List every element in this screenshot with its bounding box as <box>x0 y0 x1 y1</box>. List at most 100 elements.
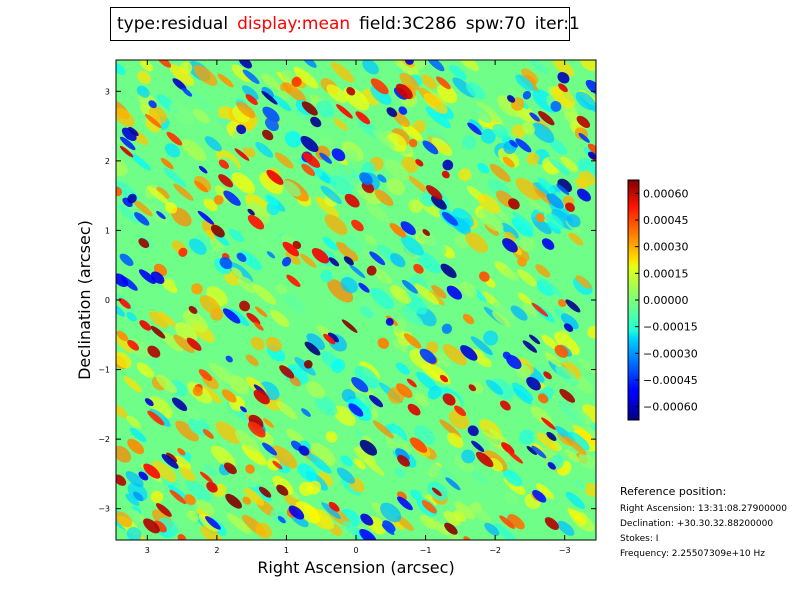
image-pixel-blob <box>522 303 538 317</box>
image-pixel-blob <box>431 487 442 497</box>
image-pixel-blob <box>224 462 237 475</box>
image-pixel-blob <box>119 145 134 158</box>
image-pixel-blob <box>500 222 519 239</box>
image-pixel-blob <box>524 74 537 86</box>
image-pixel-blob <box>581 291 595 304</box>
image-pixel-blob <box>291 104 310 121</box>
image-pixel-blob <box>410 489 422 500</box>
image-pixel-blob <box>306 381 326 399</box>
image-pixel-blob <box>421 500 437 514</box>
image-pixel-blob <box>282 241 300 257</box>
image-pixel-blob <box>477 208 504 232</box>
image-pixel-blob <box>335 241 359 262</box>
image-pixel-blob <box>415 371 439 392</box>
image-pixel-blob <box>423 92 448 114</box>
image-pixel-blob <box>240 406 247 413</box>
image-pixel-blob <box>506 449 524 464</box>
image-pixel-blob <box>397 455 411 467</box>
image-pixel-blob <box>301 101 318 116</box>
image-pixel-blob <box>558 83 568 93</box>
image-pixel-blob <box>561 361 582 380</box>
x-axis-label: Right Ascension (arcsec) <box>257 558 454 577</box>
image-pixel-blob <box>366 265 377 276</box>
image-pixel-blob <box>370 287 394 310</box>
image-pixel-blob <box>263 418 275 428</box>
image-pixel-blob <box>380 502 402 523</box>
image-pixel-blob <box>188 238 207 255</box>
image-pixel-blob <box>359 172 373 186</box>
image-pixel-blob <box>386 177 405 196</box>
image-pixel-blob <box>359 528 377 540</box>
image-pixel-blob <box>197 210 215 225</box>
image-pixel-blob <box>327 279 354 303</box>
image-pixel-blob <box>255 141 274 158</box>
image-pixel-blob <box>541 417 556 430</box>
image-pixel-blob <box>460 281 478 298</box>
x-tick-label: −3 <box>559 546 571 555</box>
y-tick-label: −2 <box>98 435 110 444</box>
image-pixel-blob <box>543 371 552 380</box>
image-pixel-blob <box>326 84 348 103</box>
image-pixel-blob <box>446 285 463 300</box>
image-pixel-blob <box>310 443 336 466</box>
image-pixel-blob <box>582 404 596 425</box>
image-pixel-blob <box>149 310 169 328</box>
image-pixel-blob <box>169 102 194 125</box>
image-pixel-blob <box>526 152 540 166</box>
image-pixel-blob <box>477 162 490 174</box>
image-pixel-blob <box>503 469 523 487</box>
image-pixel-blob <box>272 475 294 495</box>
image-pixel-blob <box>231 172 256 194</box>
image-pixel-blob <box>121 127 137 141</box>
image-pixel-blob <box>344 193 360 208</box>
image-pixel-blob <box>373 129 396 149</box>
image-pixel-blob <box>150 325 166 339</box>
image-pixel-blob <box>436 76 451 90</box>
image-pixel-blob <box>261 73 281 91</box>
image-pixel-blob <box>193 64 218 86</box>
image-pixel-blob <box>117 203 140 224</box>
image-pixel-blob <box>143 463 161 479</box>
image-pixel-blob <box>300 253 317 268</box>
image-pixel-blob <box>467 425 479 437</box>
image-pixel-blob <box>401 307 424 327</box>
image-pixel-blob <box>389 285 411 304</box>
image-pixel-blob <box>359 439 378 456</box>
image-pixel-blob <box>307 452 332 474</box>
image-pixel-blob <box>348 403 364 417</box>
image-pixel-blob <box>390 253 406 268</box>
image-pixel-blob <box>479 271 490 282</box>
image-pixel-blob <box>179 467 196 482</box>
image-pixel-blob <box>414 425 436 445</box>
image-pixel-blob <box>286 428 306 446</box>
title-part-3: spw:70 <box>465 14 526 34</box>
image-pixel-blob <box>448 381 460 391</box>
image-pixel-blob <box>526 446 537 456</box>
image-pixel-blob <box>198 165 208 174</box>
image-pixel-blob <box>401 123 423 142</box>
image-pixel-blob <box>148 100 157 109</box>
image-pixel-blob <box>116 351 132 369</box>
image-pixel-blob <box>360 513 374 526</box>
image-pixel-blob <box>441 211 459 226</box>
image-pixel-blob <box>320 185 342 205</box>
image-pixel-blob <box>325 431 338 443</box>
image-pixel-blob <box>272 95 292 112</box>
image-pixel-blob <box>247 421 266 438</box>
colorbar-tick-label: −0.00030 <box>643 347 698 360</box>
image-pixel-blob <box>188 305 198 314</box>
image-pixel-blob <box>575 275 592 289</box>
image-pixel-blob <box>300 135 319 153</box>
image-pixel-blob <box>319 152 333 164</box>
image-pixel-blob <box>299 481 314 497</box>
image-pixel-blob <box>467 122 482 136</box>
image-pixel-blob <box>369 394 384 408</box>
image-pixel-blob <box>469 118 483 131</box>
image-pixel-blob <box>470 336 493 356</box>
reference-position-panel: Reference position: Right Ascension: 13:… <box>620 484 787 562</box>
image-pixel-blob <box>150 490 164 504</box>
image-pixel-blob <box>262 442 278 456</box>
image-pixel-blob <box>148 396 173 419</box>
image-pixel-blob <box>262 106 280 123</box>
